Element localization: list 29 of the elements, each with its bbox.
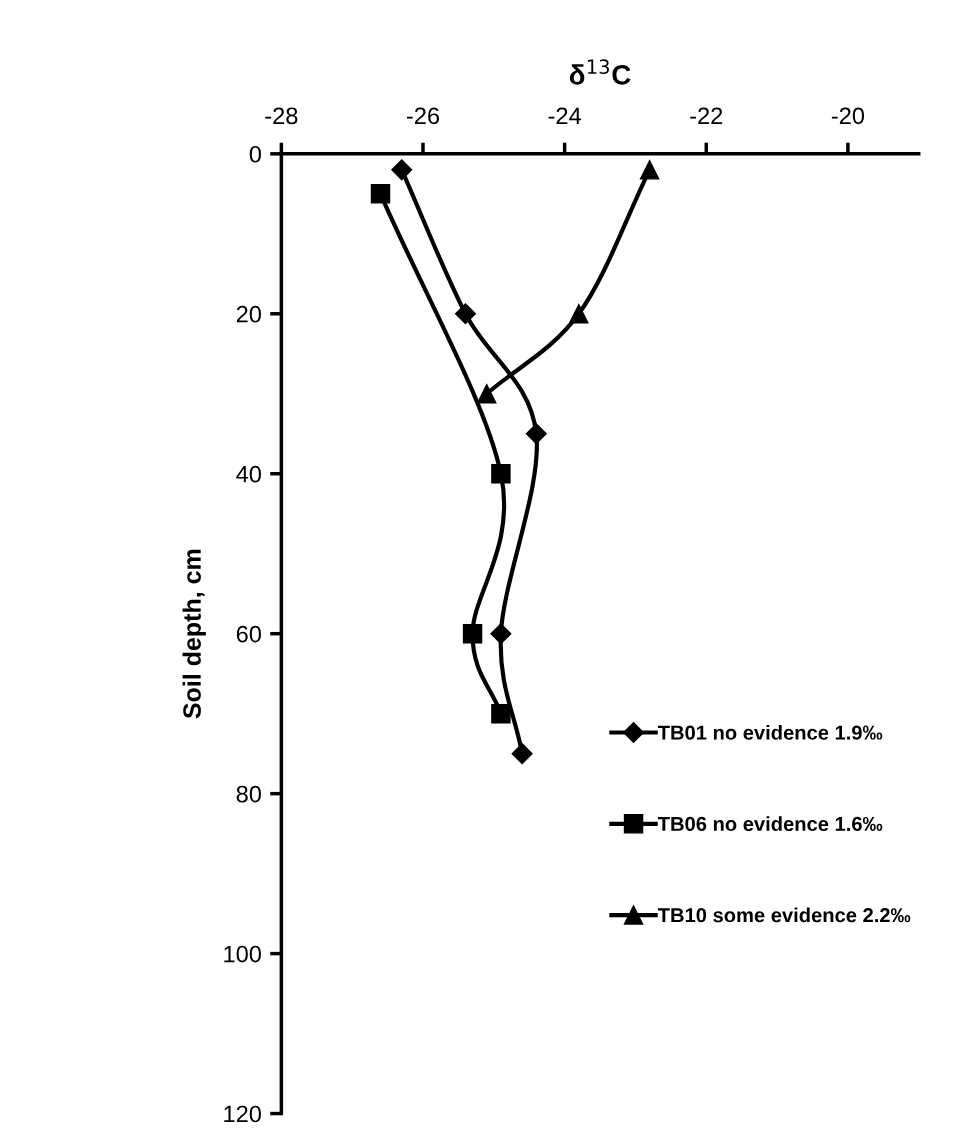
y-tick-label: 40 bbox=[236, 465, 261, 483]
point bbox=[639, 160, 660, 180]
y-axis-title: Soil depth, cm bbox=[182, 549, 206, 719]
x-tick-label: -28 bbox=[265, 107, 298, 125]
x-tick-label: -26 bbox=[406, 107, 440, 125]
point bbox=[511, 743, 533, 765]
y-tick-label: 60 bbox=[236, 625, 261, 643]
y-tick-label: 80 bbox=[236, 785, 261, 803]
chart-title: δ$^{13}$C bbox=[569, 59, 631, 85]
point bbox=[454, 303, 477, 325]
x-tick-label: -24 bbox=[548, 107, 581, 124]
point bbox=[569, 304, 589, 324]
x-tick-label: -22 bbox=[690, 107, 723, 124]
y-tick-label: 20 bbox=[236, 305, 261, 323]
x-tick-label: -20 bbox=[831, 107, 865, 125]
point bbox=[491, 464, 511, 484]
point bbox=[391, 159, 413, 181]
legend-label: TB10 some evidence 2.2‰ bbox=[657, 907, 911, 923]
point bbox=[525, 423, 547, 445]
point bbox=[491, 703, 511, 724]
y-tick-label: 120 bbox=[224, 1105, 261, 1123]
point bbox=[462, 623, 483, 644]
legend-label: TB06 no evidence 1.6‰ bbox=[657, 816, 883, 832]
legend-label: TB01 no evidence 1.9‰ bbox=[657, 724, 883, 740]
y-tick-label: 0 bbox=[249, 145, 261, 163]
point bbox=[477, 384, 497, 404]
point bbox=[490, 623, 512, 645]
y-tick-label: 100 bbox=[224, 945, 261, 963]
point bbox=[370, 184, 391, 204]
